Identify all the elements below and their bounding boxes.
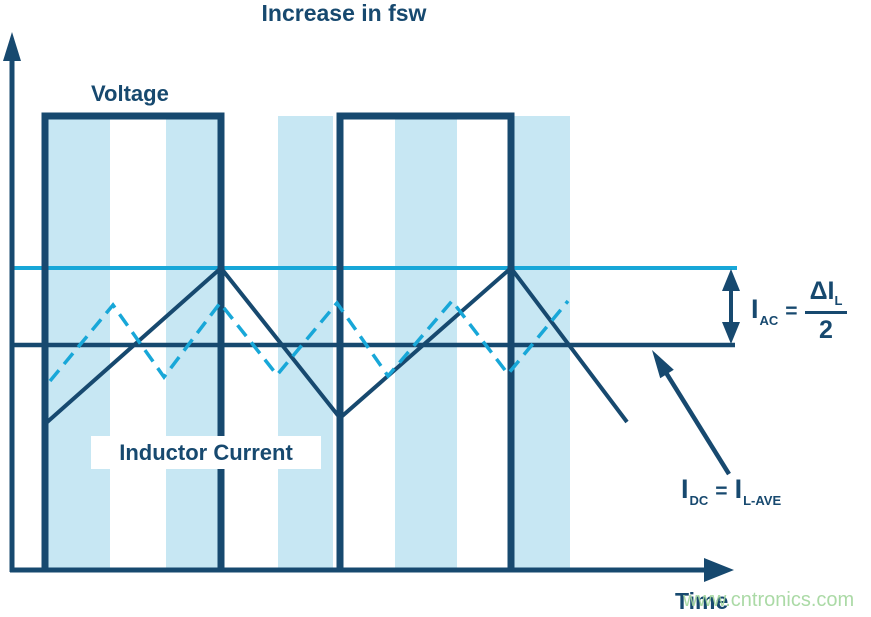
inductor-current-label-box: Inductor Current — [91, 436, 321, 469]
idc-arrow-shaft — [663, 369, 731, 476]
figure-title: Increase in fsw — [261, 0, 427, 26]
iac-symbol: IAC — [751, 293, 779, 328]
idc-equals: = — [715, 480, 728, 503]
iac-arrow-down-head-icon — [722, 322, 740, 344]
iac-numerator: ΔIL — [809, 277, 843, 308]
fraction-bar — [804, 311, 848, 314]
voltage-label: Voltage — [91, 81, 169, 106]
time-axis-label: Time — [675, 588, 729, 614]
inductor-current-label: Inductor Current — [119, 440, 293, 465]
iac-denominator: 2 — [819, 316, 833, 344]
axes — [3, 32, 734, 582]
voltage-pulse-outline — [41, 112, 225, 570]
idc-rhs: IL-AVE — [734, 474, 782, 508]
iac-equation: IAC = ΔIL 2 — [751, 277, 848, 344]
idc-arrow-head-icon — [652, 350, 674, 379]
inductor-current-high-fsw-wave — [48, 298, 570, 383]
low-fsw-voltage-pulses — [41, 112, 515, 570]
inductor-current-low-fsw-wave — [43, 265, 629, 426]
y-axis-arrowhead-icon — [3, 32, 21, 61]
inductor-current-waves — [43, 265, 629, 426]
watermark-text: www.cntronics.com — [683, 589, 855, 611]
iac-fraction: ΔIL 2 — [804, 277, 848, 344]
voltage-pulse-outline — [336, 112, 515, 570]
idc-symbol: IDC — [681, 474, 709, 508]
iac-arrow-up-head-icon — [722, 269, 740, 291]
annotation-arrows — [652, 269, 740, 476]
current-level-lines — [12, 266, 737, 348]
iac-equals: = — [785, 299, 798, 323]
idc-equation: IDC = IL-AVE — [681, 474, 782, 508]
x-axis-arrowhead-icon — [704, 558, 734, 582]
